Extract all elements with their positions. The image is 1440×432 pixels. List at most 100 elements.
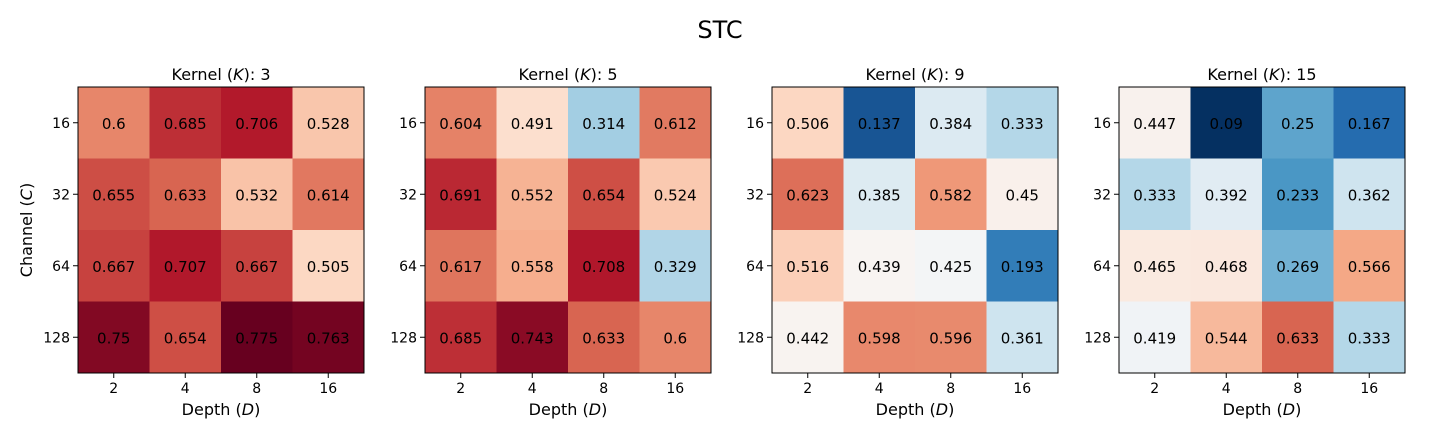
cell-value-label: 0.558 — [511, 258, 554, 276]
cell-value-label: 0.566 — [1348, 258, 1391, 276]
heatmap-cell — [496, 87, 569, 159]
cell-value-label: 0.269 — [1276, 258, 1319, 276]
x-tick-label: 2 — [109, 381, 118, 397]
x-tick-label: 4 — [181, 381, 190, 397]
cell-value-label: 0.706 — [235, 115, 278, 133]
cell-value-label: 0.25 — [1281, 115, 1314, 133]
cell-value-label: 0.633 — [582, 329, 625, 347]
heatmap-cell — [772, 301, 844, 374]
y-tick-label: 64 — [52, 259, 70, 275]
cell-value-label: 0.137 — [858, 115, 901, 133]
y-tick-label: 16 — [746, 116, 764, 132]
heatmap-cell — [292, 158, 365, 231]
x-tick-label: 2 — [803, 381, 812, 397]
heatmap-cell — [496, 158, 569, 231]
y-tick-label: 32 — [52, 187, 70, 203]
heatmap-cell — [639, 301, 712, 374]
cell-value-label: 0.516 — [786, 258, 829, 276]
heatmap-cell — [1333, 230, 1406, 302]
cell-value-label: 0.45 — [1006, 186, 1039, 204]
cell-value-label: 0.233 — [1276, 186, 1319, 204]
cell-value-label: 0.361 — [1001, 329, 1044, 347]
panel-title: Kernel (K): 15 — [1207, 65, 1316, 84]
x-tick-label: 2 — [1150, 381, 1159, 397]
heatmap-cell — [425, 301, 497, 374]
heatmap-cell — [915, 230, 987, 302]
x-axis-label: Depth (D) — [876, 400, 955, 419]
heatmap-cell — [292, 230, 365, 302]
x-tick-label: 16 — [1360, 381, 1378, 397]
heatmap-cell — [568, 301, 640, 374]
x-tick-label: 8 — [1293, 381, 1302, 397]
cell-value-label: 0.708 — [582, 258, 625, 276]
heatmap-cell — [986, 230, 1059, 302]
heatmap-cell — [1262, 230, 1334, 302]
cell-value-label: 0.582 — [929, 186, 972, 204]
heatmap-cell — [78, 87, 150, 159]
y-tick-label: 16 — [399, 116, 417, 132]
heatmap-cell — [915, 301, 987, 374]
cell-value-label: 0.707 — [164, 258, 207, 276]
heatmap-cell — [568, 87, 640, 159]
x-axis-label: Depth (D) — [182, 400, 261, 419]
heatmap-cell — [1119, 301, 1191, 374]
cell-value-label: 0.425 — [929, 258, 972, 276]
cell-value-label: 0.544 — [1205, 329, 1248, 347]
cell-value-label: 0.442 — [786, 329, 829, 347]
y-tick-label: 128 — [390, 330, 417, 346]
cell-value-label: 0.691 — [439, 186, 482, 204]
x-tick-label: 4 — [528, 381, 537, 397]
heatmap-cell — [78, 158, 150, 231]
x-tick-label: 16 — [666, 381, 684, 397]
heatmap-cell — [772, 230, 844, 302]
panel-title: Kernel (K): 9 — [866, 65, 965, 84]
heatmap-cell — [772, 158, 844, 231]
y-tick-label: 16 — [1093, 116, 1111, 132]
heatmap-cell — [639, 230, 712, 302]
cell-value-label: 0.655 — [92, 186, 135, 204]
plot-frame — [1118, 86, 1406, 374]
heatmap-cell — [843, 158, 916, 231]
y-axis-label: Channel (C) — [17, 183, 36, 277]
heatmap-cell — [496, 230, 569, 302]
cell-value-label: 0.617 — [439, 258, 482, 276]
heatmap-cell — [425, 230, 497, 302]
cell-value-label: 0.598 — [858, 329, 901, 347]
y-tick-label: 128 — [43, 330, 70, 346]
cell-value-label: 0.604 — [439, 115, 482, 133]
cell-value-label: 0.468 — [1205, 258, 1248, 276]
plot-frame — [424, 86, 712, 374]
cell-value-label: 0.654 — [582, 186, 625, 204]
heatmap-cell — [1119, 158, 1191, 231]
cell-value-label: 0.532 — [235, 186, 278, 204]
cell-value-label: 0.09 — [1210, 115, 1243, 133]
cell-value-label: 0.596 — [929, 329, 972, 347]
panel-title: Kernel (K): 5 — [519, 65, 618, 84]
cell-value-label: 0.763 — [307, 329, 350, 347]
heatmap-cell — [915, 87, 987, 159]
heatmap-cell — [78, 301, 150, 374]
heatmap-cell — [1262, 301, 1334, 374]
cell-value-label: 0.614 — [307, 186, 350, 204]
heatmap-cell — [1190, 158, 1263, 231]
heatmap-cell — [915, 158, 987, 231]
cell-value-label: 0.524 — [654, 186, 697, 204]
cell-value-label: 0.505 — [307, 258, 350, 276]
heatmap-cell — [292, 301, 365, 374]
heatmap-cell — [843, 230, 916, 302]
cell-value-label: 0.447 — [1133, 115, 1176, 133]
heatmap-cell — [1119, 230, 1191, 302]
x-tick-label: 8 — [599, 381, 608, 397]
cell-value-label: 0.362 — [1348, 186, 1391, 204]
heatmap-cell — [425, 87, 497, 159]
heatmap-cell — [843, 87, 916, 159]
heatmap-cell — [1262, 87, 1334, 159]
cell-value-label: 0.193 — [1001, 258, 1044, 276]
y-tick-label: 32 — [1093, 187, 1111, 203]
heatmap-cell — [149, 230, 222, 302]
cell-value-label: 0.552 — [511, 186, 554, 204]
heatmap-cell — [986, 158, 1059, 231]
x-tick-label: 4 — [875, 381, 884, 397]
heatmap-cell — [1333, 87, 1406, 159]
